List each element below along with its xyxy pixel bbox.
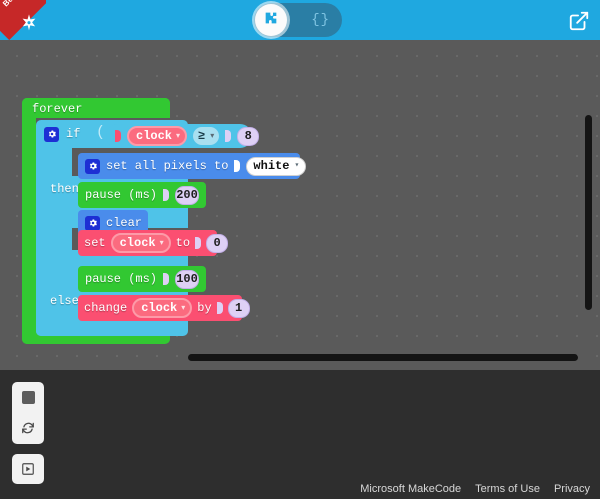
block-set-clock[interactable]: set clock ▾ to 0	[78, 230, 229, 256]
simulator-panel: Microsoft MakeCode Terms of Use Privacy	[0, 370, 600, 499]
change-clock-value-field[interactable]: 1	[227, 298, 250, 318]
gear-icon[interactable]	[85, 215, 100, 231]
block-set-all-pixels[interactable]: set all pixels to white ▾	[78, 153, 307, 179]
if-label: if	[66, 127, 81, 141]
chevron-down-icon: ▾	[181, 303, 186, 312]
if-footer	[36, 322, 152, 336]
gear-icon[interactable]	[44, 126, 59, 142]
gear-icon[interactable]	[85, 158, 100, 174]
vertical-scrollbar[interactable]	[585, 115, 592, 310]
then-label: then	[50, 182, 79, 196]
set-clock-value-field[interactable]: 0	[206, 233, 229, 253]
change-clock-mid: by	[197, 301, 212, 315]
if-header: if	[36, 120, 188, 148]
change-clock-variable-label: clock	[141, 301, 178, 315]
debug-step-icon[interactable]	[12, 454, 44, 484]
blocks-mode-button[interactable]	[255, 4, 287, 36]
horizontal-scrollbar[interactable]	[188, 354, 578, 361]
blocks-puzzle-icon	[263, 10, 279, 31]
footer-link-privacy[interactable]: Privacy	[553, 483, 590, 495]
chevron-down-icon: ▾	[294, 161, 300, 170]
simulator-controls	[12, 382, 44, 444]
blocks-workspace[interactable]: forever if ( then else	[0, 40, 600, 370]
footer-link-terms[interactable]: Terms of Use	[475, 483, 540, 495]
operator-symbol: ≥	[198, 129, 206, 143]
forever-label: forever	[32, 102, 83, 116]
if-open-paren: (	[96, 124, 106, 141]
pause-label: pause (ms)	[85, 272, 158, 286]
footer-links: Microsoft MakeCode Terms of Use Privacy	[360, 483, 590, 495]
javascript-mode-button[interactable]: {}	[311, 12, 330, 28]
pixel-color-dropdown[interactable]: white ▾	[246, 156, 307, 176]
block-pause-true[interactable]: pause (ms) 200	[78, 182, 206, 208]
top-header-bar: Beta {}	[0, 0, 600, 40]
change-clock-prefix: change	[84, 301, 128, 315]
set-clock-variable-label: clock	[119, 236, 156, 250]
pixel-color-value: white	[253, 159, 290, 173]
chevron-down-icon: ▾	[210, 131, 215, 140]
else-label: else	[50, 294, 79, 308]
block-pause-false[interactable]: pause (ms) 100	[78, 266, 206, 292]
adafruit-logo	[18, 12, 40, 34]
restart-refresh-icon[interactable]	[21, 421, 35, 435]
pause-value-field[interactable]: 100	[175, 269, 199, 289]
editor-mode-toggle[interactable]: {}	[254, 3, 342, 37]
block-change-clock[interactable]: change clock ▾ by 1	[78, 295, 250, 321]
forever-header	[22, 98, 170, 118]
clear-label: clear	[106, 216, 143, 230]
set-clock-variable[interactable]: clock ▾	[110, 233, 171, 253]
chevron-down-icon: ▾	[159, 238, 164, 247]
set-all-pixels-label: set all pixels to	[106, 159, 229, 173]
comparison-operator-dropdown[interactable]: ≥ ▾	[193, 127, 220, 145]
set-clock-prefix: set	[84, 236, 106, 250]
external-link-icon[interactable]	[568, 10, 590, 32]
footer-link-makecode[interactable]: Microsoft MakeCode	[360, 483, 462, 495]
stop-square-icon[interactable]	[21, 390, 35, 404]
set-clock-mid: to	[175, 236, 191, 250]
condition-variable-clock[interactable]: clock ▾	[127, 126, 188, 146]
condition-variable-label: clock	[136, 129, 173, 143]
block-comparison[interactable]: clock ▾ ≥ ▾ 8	[106, 124, 260, 148]
pause-value-field[interactable]: 200	[175, 185, 199, 205]
change-clock-variable[interactable]: clock ▾	[132, 298, 193, 318]
pause-label: pause (ms)	[85, 188, 158, 202]
chevron-down-icon: ▾	[176, 131, 181, 140]
condition-number-field[interactable]: 8	[237, 126, 260, 146]
